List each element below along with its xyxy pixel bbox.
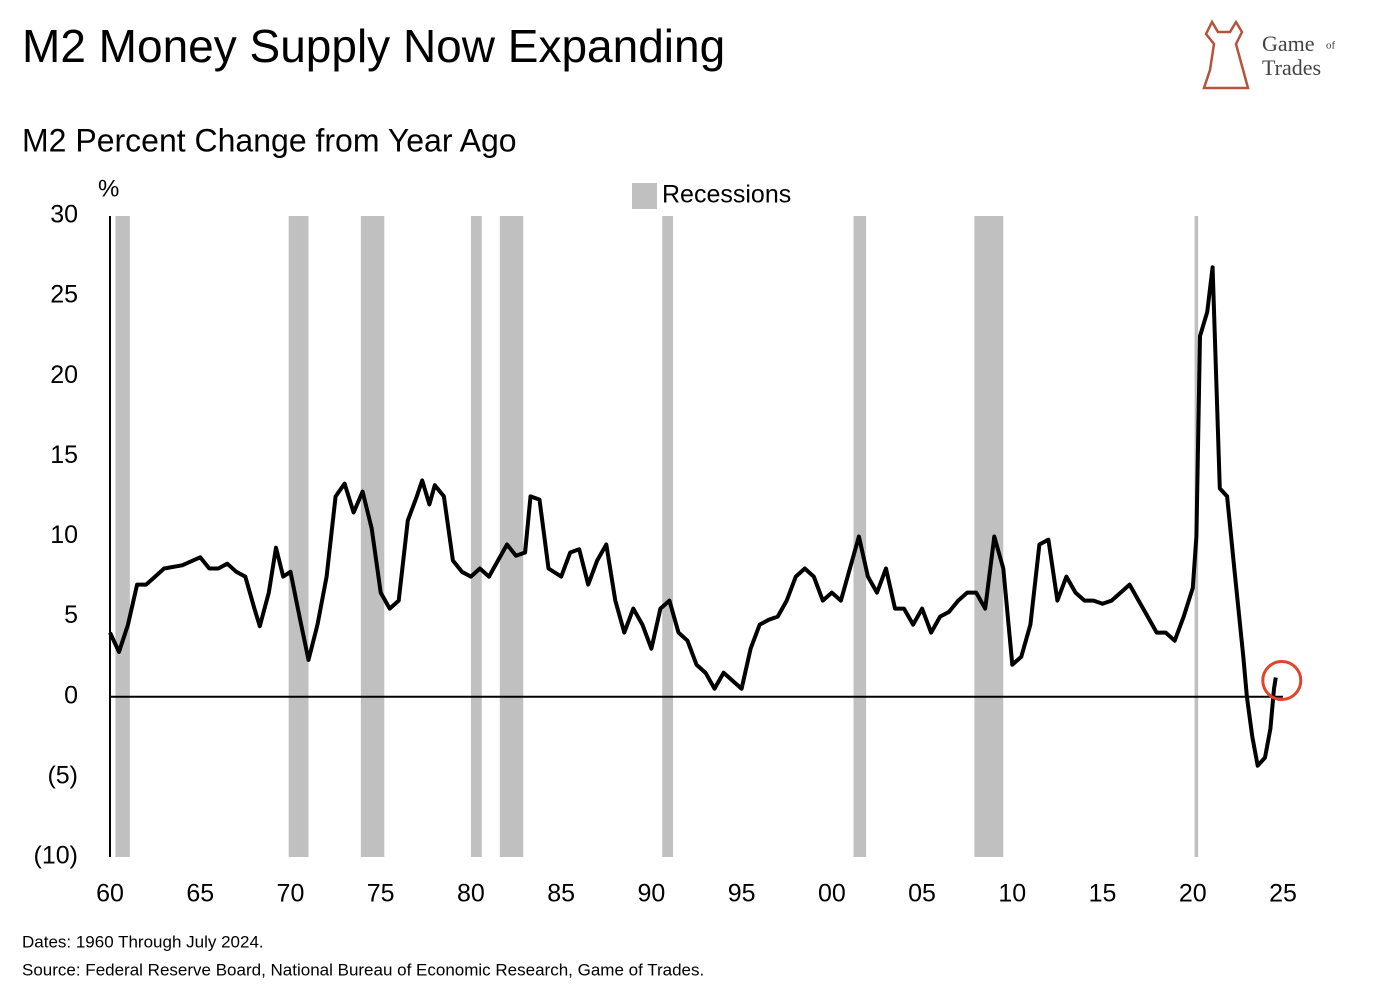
recession-band (974, 216, 1004, 857)
logo-text: Game (1262, 31, 1315, 56)
y-tick-label: 25 (50, 281, 78, 309)
x-tick-label: 90 (637, 880, 665, 908)
recession-band (499, 216, 524, 857)
x-tick-label: 75 (367, 880, 395, 908)
y-unit: % (98, 175, 119, 202)
y-tick-label: 15 (50, 441, 78, 469)
x-tick-label: 80 (457, 880, 485, 908)
data-line (108, 265, 1278, 768)
x-tick-label: 20 (1179, 880, 1207, 908)
y-tick-label: 0 (64, 681, 78, 709)
y-tick-label: 5 (64, 601, 78, 629)
x-tick-label: 65 (186, 880, 214, 908)
x-tick-label: 25 (1269, 880, 1297, 908)
recession-band (288, 216, 309, 857)
x-tick-label: 00 (818, 880, 846, 908)
recession-band (662, 216, 674, 857)
chart-subtitle: M2 Percent Change from Year Ago (22, 122, 517, 158)
legend-swatch (632, 183, 657, 209)
x-tick-label: 05 (908, 880, 936, 908)
y-tick-label: 20 (50, 361, 78, 389)
logo: Game of Trades (1202, 19, 1336, 90)
x-tick-label: 70 (277, 880, 305, 908)
y-tick-label: 10 (50, 521, 78, 549)
footnote: Source: Federal Reserve Board, National … (22, 960, 704, 979)
chart-title: M2 Money Supply Now Expanding (22, 20, 725, 72)
x-tick-label: 60 (96, 880, 124, 908)
legend-label: Recessions (662, 181, 791, 209)
x-tick-label: 15 (1089, 880, 1117, 908)
y-tick-label: 30 (50, 201, 78, 229)
footnote: Dates: 1960 Through July 2024. (22, 932, 264, 951)
recession-band (115, 216, 130, 857)
x-tick-label: 10 (998, 880, 1026, 908)
x-tick-label: 95 (728, 880, 756, 908)
recession-band (470, 216, 482, 857)
y-tick-label: (10) (34, 842, 78, 870)
highlight-circle (1261, 660, 1303, 702)
logo-text: of (1326, 40, 1336, 52)
logo-text: Trades (1262, 55, 1321, 80)
y-tick-label: (5) (47, 761, 78, 789)
x-tick-label: 85 (547, 880, 575, 908)
logo-icon (1202, 19, 1250, 90)
